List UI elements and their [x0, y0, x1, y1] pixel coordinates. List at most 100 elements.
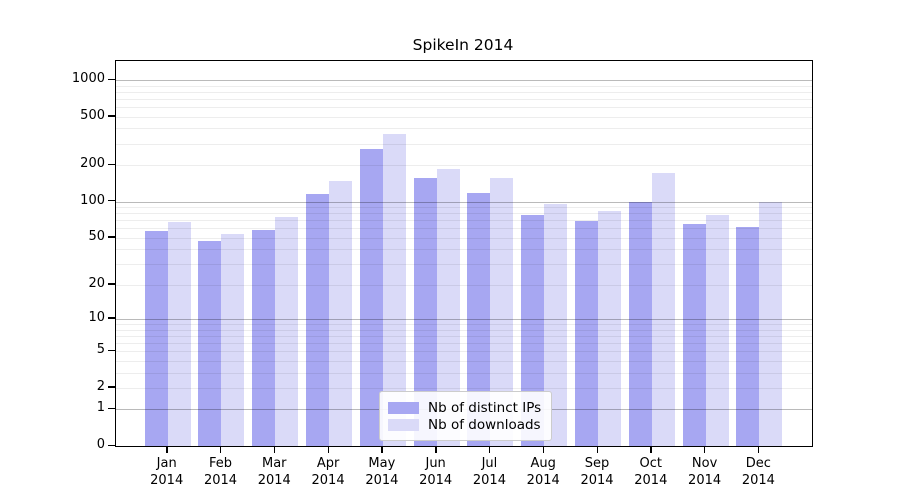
bar-distinct-ips-oct [628, 201, 652, 446]
major-gridline [116, 80, 812, 81]
x-tick-mark [435, 446, 437, 454]
x-tick-label: May 2014 [365, 456, 399, 488]
x-tick-mark [542, 446, 545, 454]
legend-label-distinct-ips: Nb of distinct IPs [428, 399, 542, 416]
minor-gridline [116, 85, 812, 87]
minor-gridline [116, 284, 812, 286]
legend-swatch-downloads [388, 418, 419, 431]
legend-item-downloads: Nb of downloads [388, 416, 541, 433]
x-tick-label: Apr 2014 [311, 456, 345, 488]
bar-distinct-ips-aug [521, 215, 545, 446]
minor-gridline [116, 116, 812, 118]
y-tick-label: 200 [80, 156, 105, 172]
bar-downloads-sep [598, 211, 622, 446]
x-tick-mark [327, 446, 329, 454]
y-tick-label: 500 [80, 107, 105, 123]
minor-gridline [116, 207, 812, 209]
minor-gridline [116, 342, 812, 344]
minor-gridline [116, 387, 812, 389]
x-tick-mark [166, 446, 168, 454]
plot-area [115, 60, 813, 447]
minor-gridline [116, 98, 812, 100]
bar-distinct-ips-jul [467, 192, 491, 446]
legend-label-downloads: Nb of downloads [428, 416, 541, 433]
minor-gridline [116, 360, 812, 362]
bar-distinct-ips-jan [144, 230, 168, 446]
legend: Nb of distinct IPs Nb of downloads [379, 391, 553, 441]
major-gridline [116, 201, 812, 203]
x-tick-mark [219, 446, 222, 454]
bar-distinct-ips-sep [575, 220, 599, 446]
x-tick-label: Dec 2014 [741, 456, 775, 488]
x-tick-label: Jan 2014 [150, 456, 184, 488]
bar-distinct-ips-mar [252, 230, 276, 446]
bar-downloads-may [382, 134, 406, 446]
x-tick-mark [650, 446, 652, 454]
y-tick-mark [108, 163, 115, 165]
minor-gridline [116, 237, 812, 239]
y-tick-label: 1000 [71, 71, 105, 86]
x-tick-label: Jun 2014 [419, 456, 453, 488]
y-tick-mark [108, 200, 115, 202]
x-tick-mark [273, 446, 276, 454]
minor-gridline [116, 128, 812, 130]
y-tick-mark [108, 283, 115, 285]
bar-downloads-mar [275, 217, 299, 446]
y-tick-label: 0 [96, 437, 105, 452]
minor-gridline [116, 372, 812, 374]
x-tick-label: Feb 2014 [203, 456, 238, 488]
bar-downloads-nov [705, 214, 729, 446]
x-tick-label: Nov 2014 [688, 456, 722, 488]
bar-downloads-jun [436, 168, 460, 446]
legend-swatch-distinct-ips [388, 401, 419, 414]
bar-downloads-aug [544, 203, 568, 446]
x-tick-mark [704, 446, 706, 454]
x-tick-label: Sep 2014 [580, 456, 614, 488]
y-tick-label: 5 [96, 342, 105, 358]
minor-gridline [116, 228, 812, 230]
x-tick-label: Jul 2014 [472, 456, 506, 488]
minor-gridline [116, 249, 812, 251]
minor-gridline [116, 264, 812, 266]
y-tick-mark [108, 444, 115, 446]
x-tick-label: Aug 2014 [526, 456, 560, 488]
minor-gridline [116, 329, 812, 331]
x-tick-mark [596, 446, 598, 454]
minor-gridline [116, 213, 812, 215]
minor-gridline [116, 324, 812, 326]
legend-item-distinct-ips: Nb of distinct IPs [388, 399, 541, 416]
bar-distinct-ips-feb [198, 240, 222, 446]
major-gridline [116, 318, 812, 320]
y-tick-mark [108, 78, 115, 80]
x-tick-label: Mar 2014 [257, 456, 291, 488]
bar-distinct-ips-jun [413, 177, 437, 446]
bar-downloads-oct [651, 173, 675, 446]
y-tick-mark [108, 236, 115, 238]
bar-downloads-feb [221, 233, 245, 446]
bar-distinct-ips-may [359, 148, 383, 446]
x-tick-mark [757, 446, 760, 454]
minor-gridline [116, 351, 812, 353]
bar-downloads-jan [167, 221, 191, 446]
y-tick-mark [108, 407, 115, 410]
chart-title: SpikeIn 2014 [412, 36, 514, 54]
bar-downloads-dec [759, 201, 783, 446]
minor-gridline [116, 165, 812, 167]
y-tick-mark [108, 349, 115, 351]
bar-distinct-ips-dec [736, 227, 760, 446]
y-tick-label: 50 [88, 228, 105, 244]
y-tick-label: 20 [88, 275, 105, 291]
bar-downloads-apr [329, 180, 353, 446]
bar-distinct-ips-nov [682, 224, 706, 446]
minor-gridline [116, 335, 812, 337]
minor-gridline [116, 107, 812, 109]
x-tick-mark [488, 446, 491, 454]
minor-gridline [116, 91, 812, 93]
y-tick-mark [108, 317, 115, 319]
minor-gridline [116, 143, 812, 145]
bar-downloads-jul [490, 178, 514, 446]
y-tick-mark [108, 386, 115, 388]
y-tick-label: 10 [88, 309, 105, 325]
x-tick-mark [381, 446, 383, 454]
